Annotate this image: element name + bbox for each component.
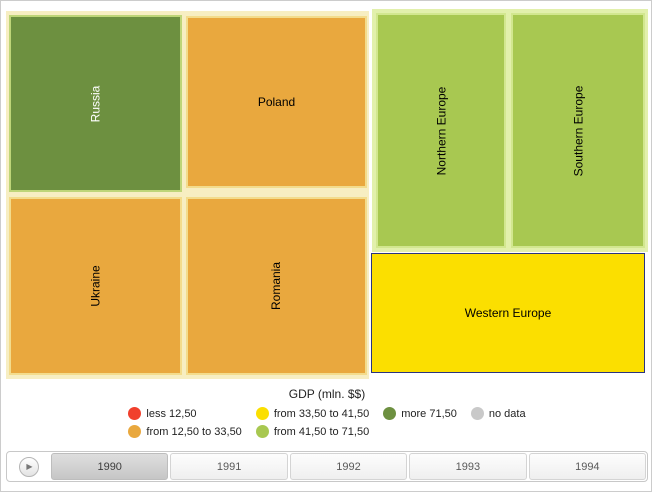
legend: GDP (mln. $$) less 12,50 from 12,50 to 3…: [1, 387, 651, 438]
legend-title: GDP (mln. $$): [288, 387, 366, 401]
legend-swatch-red: [128, 407, 142, 420]
legend-swatch-orange: [128, 425, 142, 438]
timeline: ▶ 1990 1991 1992 1993 1994: [6, 451, 648, 482]
legend-item-no-data[interactable]: no data: [470, 407, 526, 420]
treemap-cell-northern-europe[interactable]: Northern Europe: [376, 13, 506, 248]
cell-label-russia: Russia: [88, 85, 103, 122]
treemap-cell-western-europe[interactable]: Western Europe: [371, 253, 645, 373]
legend-label: from 12,50 to 33,50: [146, 425, 242, 438]
treemap-cell-poland[interactable]: Poland: [186, 16, 367, 188]
treemap-cell-southern-europe[interactable]: Southern Europe: [511, 13, 645, 248]
year-button-1994[interactable]: 1994: [528, 453, 647, 480]
legend-swatch-yellow: [255, 407, 269, 420]
legend-label: less 12,50: [146, 407, 197, 420]
treemap-cell-russia[interactable]: Russia: [9, 15, 182, 192]
play-button[interactable]: ▶: [18, 456, 39, 477]
cell-label-southern-europe: Southern Europe: [570, 85, 585, 176]
legend-grid: less 12,50 from 12,50 to 33,50 from 33,5…: [128, 407, 526, 438]
legend-item-from-33-50-to-41-50[interactable]: from 33,50 to 41,50: [255, 407, 370, 420]
treemap-cell-ukraine[interactable]: Ukraine: [9, 197, 182, 375]
legend-box: GDP (mln. $$) less 12,50 from 12,50 to 3…: [128, 387, 526, 438]
year-button-1992[interactable]: 1992: [289, 453, 408, 480]
year-button-1991[interactable]: 1991: [170, 453, 288, 480]
legend-item-less-12-50[interactable]: less 12,50: [128, 407, 241, 420]
cell-label-ukraine: Ukraine: [88, 265, 103, 307]
year-buttons: 1990 1991 1992 1993 1994: [50, 452, 647, 481]
legend-item-more-71-50[interactable]: more 71,50: [383, 407, 457, 420]
cell-label-northern-europe: Northern Europe: [434, 86, 448, 175]
legend-swatch-yellow-green: [255, 425, 269, 438]
legend-label: from 41,50 to 71,50: [273, 425, 370, 438]
legend-item-from-41-50-to-71-50[interactable]: from 41,50 to 71,50: [255, 425, 370, 438]
legend-swatch-gray: [470, 407, 484, 420]
treemap-cell-romania[interactable]: Romania: [186, 197, 367, 375]
year-button-1990[interactable]: 1990: [51, 453, 169, 480]
play-section: ▶: [7, 452, 50, 481]
legend-label: from 33,50 to 41,50: [273, 407, 370, 420]
legend-label: more 71,50: [401, 407, 457, 420]
legend-label: no data: [488, 407, 526, 420]
cell-label-romania: Romania: [269, 261, 284, 311]
cell-label-poland: Poland: [257, 95, 296, 109]
cell-label-western-europe: Western Europe: [464, 306, 552, 320]
legend-swatch-dark-green: [383, 407, 397, 420]
legend-item-from-12-50-to-33-50[interactable]: from 12,50 to 33,50: [128, 425, 242, 438]
play-icon: ▶: [26, 462, 33, 471]
year-button-1993[interactable]: 1993: [409, 453, 527, 480]
